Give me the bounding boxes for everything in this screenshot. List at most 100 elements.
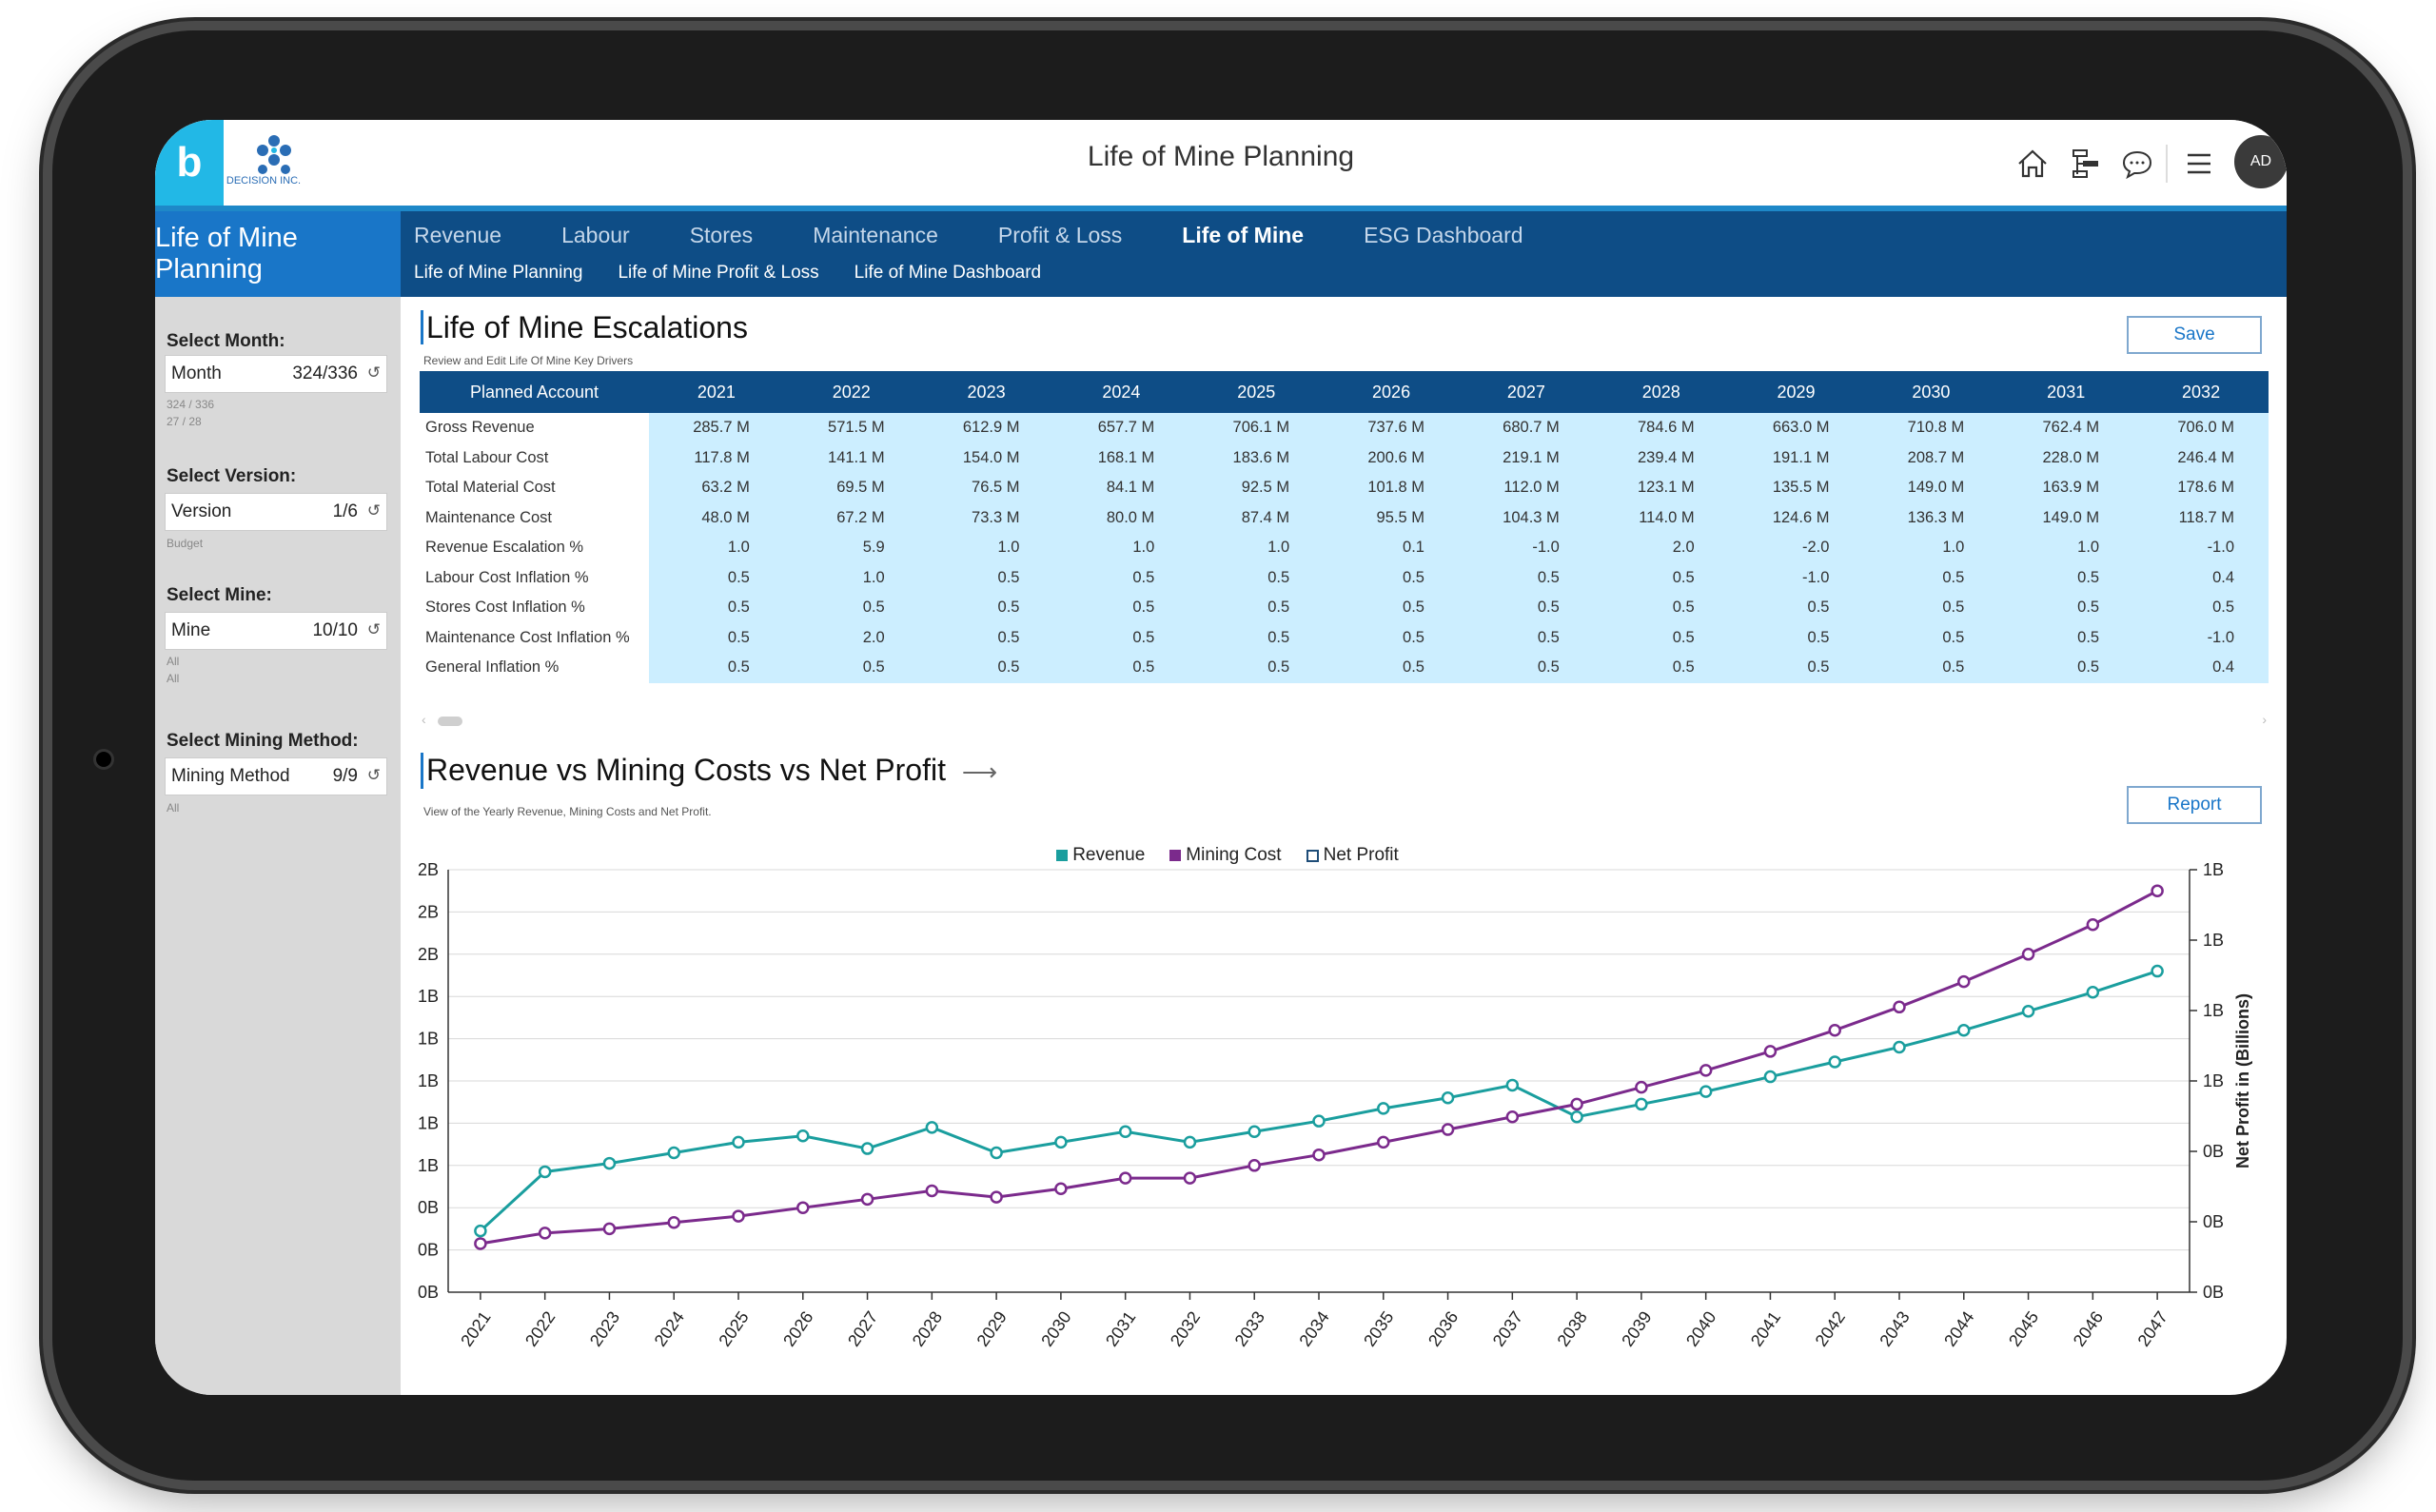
- data-point[interactable]: [925, 1184, 939, 1198]
- value-cell[interactable]: 149.0 M: [1998, 502, 2134, 533]
- data-point[interactable]: [1183, 1135, 1197, 1149]
- data-point[interactable]: [1312, 1148, 1326, 1162]
- value-cell[interactable]: 657.7 M: [1053, 413, 1189, 443]
- value-cell[interactable]: 104.3 M: [1458, 502, 1594, 533]
- value-cell[interactable]: 0.5: [1863, 653, 1999, 683]
- data-point[interactable]: [1183, 1171, 1197, 1185]
- column-header-year[interactable]: 2023: [918, 371, 1054, 413]
- value-cell[interactable]: 69.5 M: [783, 473, 919, 503]
- value-cell[interactable]: 0.5: [1324, 622, 1459, 653]
- value-cell[interactable]: 0.5: [1863, 593, 1999, 623]
- value-cell[interactable]: 48.0 M: [649, 502, 784, 533]
- column-header-year[interactable]: 2022: [783, 371, 919, 413]
- data-point[interactable]: [1118, 1171, 1132, 1185]
- value-cell[interactable]: 0.5: [1728, 622, 1864, 653]
- column-header-account[interactable]: Planned Account: [420, 371, 649, 413]
- value-cell[interactable]: -1.0: [2133, 533, 2269, 563]
- value-cell[interactable]: 0.5: [1189, 593, 1325, 623]
- value-cell[interactable]: 84.1 M: [1053, 473, 1189, 503]
- value-cell[interactable]: 663.0 M: [1728, 413, 1864, 443]
- value-cell[interactable]: 0.5: [1324, 593, 1459, 623]
- value-cell[interactable]: 710.8 M: [1863, 413, 1999, 443]
- refresh-icon[interactable]: ↺: [366, 766, 381, 784]
- data-point[interactable]: [1570, 1109, 1583, 1124]
- data-point[interactable]: [925, 1121, 939, 1134]
- data-point[interactable]: [1893, 1040, 1906, 1054]
- value-cell[interactable]: 762.4 M: [1998, 413, 2134, 443]
- data-point[interactable]: [2151, 964, 2164, 978]
- value-cell[interactable]: 1.0: [649, 533, 784, 563]
- data-point[interactable]: [1441, 1123, 1455, 1136]
- data-point[interactable]: [1763, 1070, 1778, 1084]
- value-cell[interactable]: 0.5: [1189, 622, 1325, 653]
- value-cell[interactable]: 1.0: [783, 562, 919, 593]
- value-cell[interactable]: 0.5: [1998, 562, 2134, 593]
- data-point[interactable]: [602, 1222, 617, 1236]
- value-cell[interactable]: 706.1 M: [1189, 413, 1325, 443]
- value-cell[interactable]: 2.0: [783, 622, 919, 653]
- data-point[interactable]: [796, 1201, 810, 1214]
- refresh-icon[interactable]: ↺: [366, 501, 381, 520]
- value-cell[interactable]: 191.1 M: [1728, 442, 1864, 473]
- value-cell[interactable]: 0.4: [2133, 653, 2269, 683]
- data-point[interactable]: [1893, 1000, 1906, 1014]
- value-cell[interactable]: 0.5: [918, 562, 1054, 593]
- value-cell[interactable]: 0.5: [649, 622, 784, 653]
- value-cell[interactable]: 168.1 M: [1053, 442, 1189, 473]
- value-cell[interactable]: 1.0: [1863, 533, 1999, 563]
- data-point[interactable]: [1957, 974, 1971, 989]
- value-cell[interactable]: 200.6 M: [1324, 442, 1459, 473]
- value-cell[interactable]: 0.5: [1458, 593, 1594, 623]
- data-point[interactable]: [1828, 1023, 1841, 1037]
- menu-icon[interactable]: [2182, 147, 2216, 181]
- value-cell[interactable]: 0.5: [1053, 593, 1189, 623]
- data-point[interactable]: [732, 1209, 745, 1223]
- data-point[interactable]: [1247, 1125, 1261, 1139]
- value-cell[interactable]: 737.6 M: [1324, 413, 1459, 443]
- data-point[interactable]: [1118, 1125, 1132, 1139]
- value-cell[interactable]: 80.0 M: [1053, 502, 1189, 533]
- data-point[interactable]: [1699, 1085, 1713, 1098]
- tab-maintenance[interactable]: Maintenance: [813, 223, 938, 247]
- scroll-right-icon[interactable]: ›: [2262, 712, 2267, 727]
- mining-method-filter[interactable]: Mining Method 9/9 ↺: [165, 757, 387, 795]
- tab-labour[interactable]: Labour: [561, 223, 630, 247]
- data-point[interactable]: [860, 1142, 874, 1155]
- home-icon[interactable]: [2015, 147, 2050, 181]
- data-point[interactable]: [2021, 948, 2035, 961]
- tab-life-of-mine[interactable]: Life of Mine: [1182, 223, 1305, 247]
- value-cell[interactable]: 0.5: [1728, 593, 1864, 623]
- value-cell[interactable]: 1.0: [1189, 533, 1325, 563]
- value-cell[interactable]: 118.7 M: [2133, 502, 2269, 533]
- value-cell[interactable]: 1.0: [918, 533, 1054, 563]
- value-cell[interactable]: 0.5: [1189, 562, 1325, 593]
- data-point[interactable]: [538, 1165, 552, 1179]
- value-cell[interactable]: 123.1 M: [1593, 473, 1729, 503]
- value-cell[interactable]: 0.5: [1458, 653, 1594, 683]
- value-cell[interactable]: -2.0: [1728, 533, 1864, 563]
- value-cell[interactable]: 706.0 M: [2133, 413, 2269, 443]
- data-point[interactable]: [1763, 1045, 1778, 1058]
- data-point[interactable]: [796, 1129, 810, 1143]
- data-point[interactable]: [860, 1192, 874, 1207]
- value-cell[interactable]: 0.5: [918, 593, 1054, 623]
- subtab-life-of-mine-profit-loss[interactable]: Life of Mine Profit & Loss: [618, 263, 819, 283]
- value-cell[interactable]: 92.5 M: [1189, 473, 1325, 503]
- data-point[interactable]: [1054, 1182, 1068, 1195]
- data-point[interactable]: [667, 1146, 680, 1160]
- value-cell[interactable]: 239.4 M: [1593, 442, 1729, 473]
- column-header-year[interactable]: 2028: [1593, 371, 1729, 413]
- data-point[interactable]: [1247, 1159, 1261, 1172]
- column-header-year[interactable]: 2025: [1189, 371, 1325, 413]
- save-button[interactable]: Save: [2127, 316, 2262, 354]
- value-cell[interactable]: 784.6 M: [1593, 413, 1729, 443]
- value-cell[interactable]: 141.1 M: [783, 442, 919, 473]
- value-cell[interactable]: 0.5: [1324, 562, 1459, 593]
- value-cell[interactable]: 0.5: [1998, 622, 2134, 653]
- value-cell[interactable]: 208.7 M: [1863, 442, 1999, 473]
- value-cell[interactable]: 117.8 M: [649, 442, 784, 473]
- value-cell[interactable]: 136.3 M: [1863, 502, 1999, 533]
- arrow-right-icon[interactable]: ⟶: [961, 757, 998, 786]
- value-cell[interactable]: 95.5 M: [1324, 502, 1459, 533]
- data-point[interactable]: [1505, 1078, 1520, 1092]
